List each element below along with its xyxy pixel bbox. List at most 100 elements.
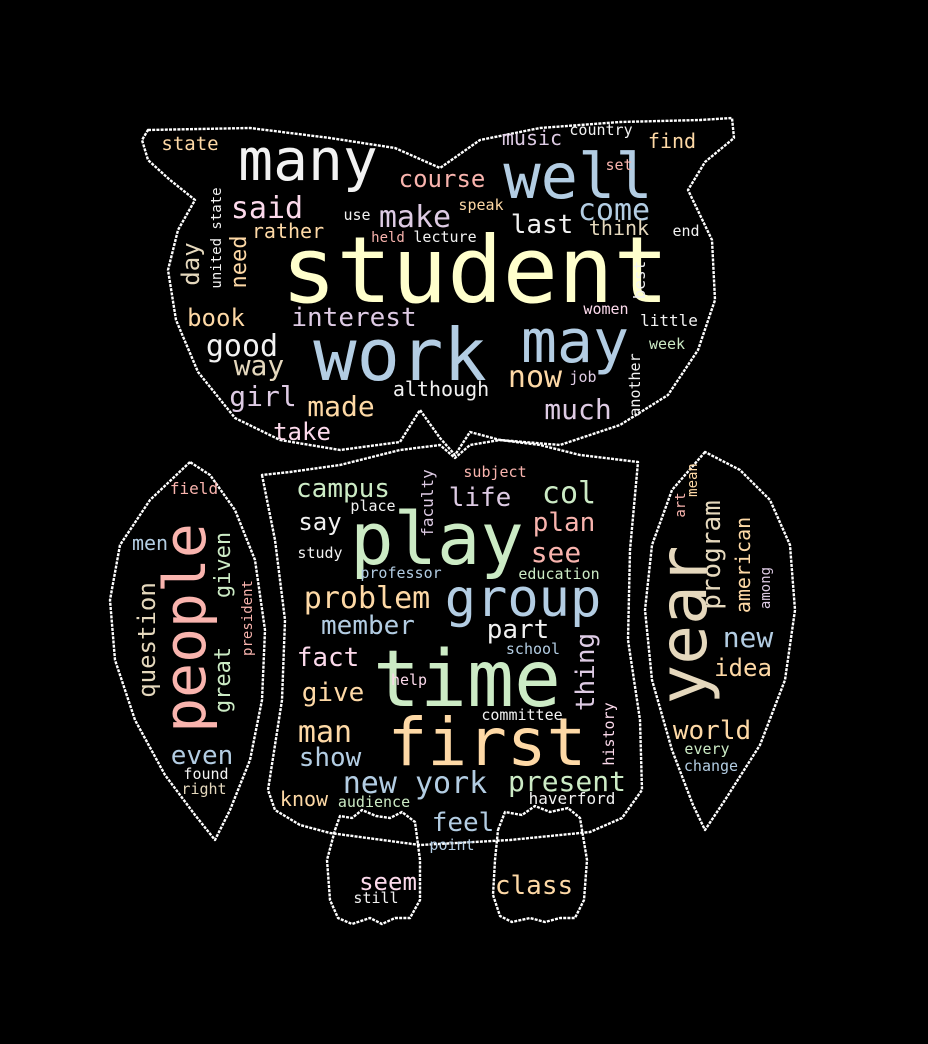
word-work: work	[313, 313, 486, 397]
word-women: women	[583, 300, 628, 318]
word-speak: speak	[458, 196, 503, 214]
word-subject: subject	[463, 463, 526, 481]
word-found: found	[183, 765, 228, 783]
word-day: day	[177, 242, 205, 285]
word-men: men	[132, 531, 168, 555]
word-need: need	[227, 236, 252, 289]
word-end: end	[672, 222, 699, 240]
word-president: president	[240, 580, 256, 656]
word-rather: rather	[252, 219, 324, 243]
word-use: use	[343, 206, 370, 224]
word-see: see	[531, 536, 582, 569]
word-show: show	[299, 743, 362, 773]
word-fact: fact	[297, 643, 360, 673]
word-idea: idea	[714, 654, 772, 682]
word-seem: seem	[359, 868, 417, 896]
word-interest: interest	[291, 303, 416, 333]
word-first: first	[388, 704, 587, 781]
word-job: job	[569, 368, 596, 386]
word-come: come	[578, 193, 650, 228]
owl-head-outline	[140, 116, 736, 457]
word-new-york: new york	[343, 766, 488, 801]
word-right: right	[181, 780, 226, 798]
word-people: people	[151, 523, 219, 733]
word-set: set	[605, 156, 632, 174]
word-said: said	[231, 191, 303, 226]
word-faculty: faculty	[418, 469, 437, 537]
word-best: best	[630, 261, 649, 300]
word-every: every	[684, 740, 729, 758]
word-life: life	[449, 483, 512, 513]
word-time: time	[373, 635, 561, 725]
word-although: although	[393, 377, 489, 401]
word-given: given	[211, 532, 236, 598]
word-feel: feel	[432, 808, 495, 838]
word-group: group	[445, 569, 602, 629]
word-world: world	[673, 716, 751, 746]
owl-left-wing-outline	[108, 460, 267, 842]
word-week: week	[649, 335, 685, 353]
owl-left-foot-outline	[325, 808, 422, 926]
word-new: new	[723, 621, 774, 654]
word-state: state	[161, 133, 218, 155]
word-united-state: united state	[209, 187, 225, 288]
word-still: still	[353, 889, 398, 907]
word-committee: committee	[481, 706, 562, 724]
word-good: good	[206, 329, 278, 364]
word-haverford: haverford	[529, 789, 616, 808]
word-held: held	[371, 230, 405, 246]
word-may: may	[521, 307, 629, 377]
word-book: book	[187, 304, 245, 332]
word-campus: campus	[296, 474, 390, 504]
word-last: last	[511, 210, 574, 240]
word-professor: professor	[360, 564, 441, 582]
word-take: take	[273, 418, 331, 446]
word-american: american	[731, 517, 755, 613]
word-study: study	[297, 544, 342, 562]
word-year: year	[645, 546, 722, 705]
owl-right-wing-outline	[643, 450, 797, 832]
word-school: school	[506, 640, 560, 658]
word-change: change	[684, 757, 738, 775]
word-another: another	[626, 353, 644, 416]
owl-body-outline	[260, 438, 644, 847]
word-education: education	[518, 565, 599, 583]
word-girl: girl	[229, 380, 296, 413]
owl-outline	[108, 116, 797, 926]
word-member: member	[321, 611, 415, 641]
word-lecture: lecture	[413, 228, 476, 246]
word-great: great	[211, 647, 236, 713]
word-course: course	[399, 165, 486, 193]
word-think: think	[589, 216, 649, 240]
word-art: art	[673, 492, 689, 517]
word-way: way	[234, 349, 285, 382]
word-question: question	[133, 582, 161, 698]
word-among: among	[758, 567, 774, 609]
word-place: place	[350, 497, 395, 515]
word-col: col	[542, 476, 596, 511]
word-find: find	[648, 129, 696, 153]
word-little: little	[640, 311, 698, 330]
word-country: country	[569, 121, 632, 139]
word-many: many	[238, 126, 378, 194]
word-history: history	[600, 702, 618, 765]
word-know: know	[280, 787, 329, 811]
word-make: make	[379, 200, 451, 235]
word-music: music	[502, 126, 562, 150]
word-field: field	[170, 479, 218, 498]
word-much: much	[544, 393, 611, 426]
word-mean: mean	[685, 463, 701, 497]
word-audience: audience	[338, 793, 410, 811]
word-say: say	[298, 508, 341, 536]
word-now: now	[508, 360, 563, 395]
word-help: help	[391, 671, 427, 689]
word-play: play	[350, 497, 523, 581]
word-even: even	[171, 741, 234, 771]
owl-right-foot-outline	[491, 804, 589, 924]
word-program: program	[697, 500, 727, 610]
word-point: point	[429, 836, 474, 854]
word-part: part	[487, 615, 550, 645]
word-thing: thing	[571, 633, 601, 711]
